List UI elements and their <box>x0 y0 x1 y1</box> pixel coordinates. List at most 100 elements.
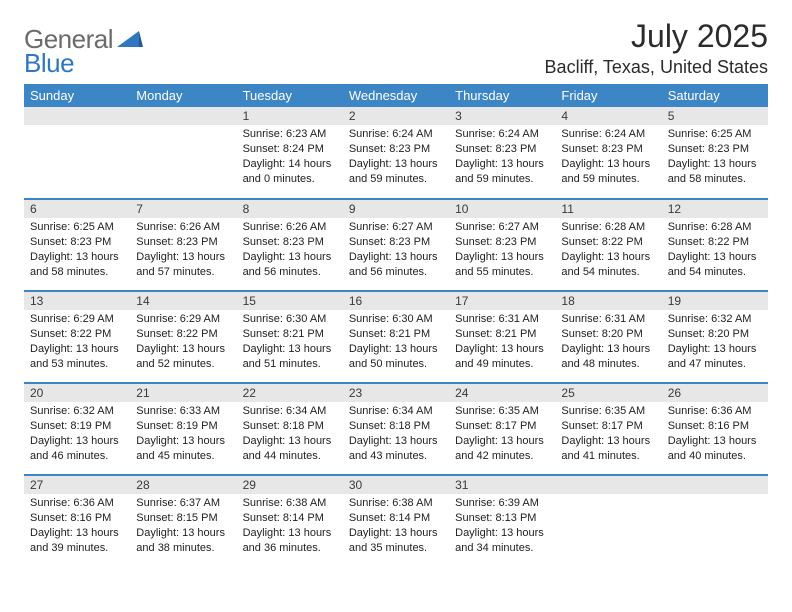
sunset-text: Sunset: 8:19 PM <box>136 419 230 434</box>
sunset-text: Sunset: 8:19 PM <box>30 419 124 434</box>
day-details: Sunrise: 6:35 AMSunset: 8:17 PMDaylight:… <box>449 402 555 467</box>
daylight-text: Daylight: 13 hours and 58 minutes. <box>30 250 124 280</box>
calendar-day-cell <box>130 107 236 199</box>
day-details: Sunrise: 6:23 AMSunset: 8:24 PMDaylight:… <box>237 125 343 190</box>
daylight-text: Daylight: 13 hours and 56 minutes. <box>243 250 337 280</box>
sunrise-text: Sunrise: 6:26 AM <box>136 220 230 235</box>
daylight-text: Daylight: 13 hours and 58 minutes. <box>668 157 762 187</box>
sunset-text: Sunset: 8:23 PM <box>455 142 549 157</box>
sunset-text: Sunset: 8:24 PM <box>243 142 337 157</box>
day-details: Sunrise: 6:24 AMSunset: 8:23 PMDaylight:… <box>555 125 661 190</box>
calendar-week-row: 1Sunrise: 6:23 AMSunset: 8:24 PMDaylight… <box>24 107 768 199</box>
day-number: 1 <box>237 107 343 125</box>
title-block: July 2025 Bacliff, Texas, United States <box>545 18 768 78</box>
day-details: Sunrise: 6:31 AMSunset: 8:20 PMDaylight:… <box>555 310 661 375</box>
sunset-text: Sunset: 8:23 PM <box>243 235 337 250</box>
calendar-day-cell: 10Sunrise: 6:27 AMSunset: 8:23 PMDayligh… <box>449 199 555 291</box>
day-number: 13 <box>24 292 130 310</box>
sunset-text: Sunset: 8:17 PM <box>455 419 549 434</box>
month-title: July 2025 <box>545 18 768 55</box>
sunrise-text: Sunrise: 6:24 AM <box>561 127 655 142</box>
day-number: 31 <box>449 476 555 494</box>
day-number: 3 <box>449 107 555 125</box>
day-details: Sunrise: 6:38 AMSunset: 8:14 PMDaylight:… <box>343 494 449 559</box>
sunset-text: Sunset: 8:17 PM <box>561 419 655 434</box>
sunset-text: Sunset: 8:13 PM <box>455 511 549 526</box>
calendar-week-row: 20Sunrise: 6:32 AMSunset: 8:19 PMDayligh… <box>24 383 768 475</box>
sunset-text: Sunset: 8:23 PM <box>349 142 443 157</box>
daylight-text: Daylight: 13 hours and 43 minutes. <box>349 434 443 464</box>
daylight-text: Daylight: 13 hours and 50 minutes. <box>349 342 443 372</box>
day-number <box>662 476 768 494</box>
day-number: 29 <box>237 476 343 494</box>
calendar-day-cell <box>24 107 130 199</box>
calendar-day-cell: 20Sunrise: 6:32 AMSunset: 8:19 PMDayligh… <box>24 383 130 475</box>
sunrise-text: Sunrise: 6:32 AM <box>30 404 124 419</box>
sunset-text: Sunset: 8:23 PM <box>668 142 762 157</box>
day-number: 23 <box>343 384 449 402</box>
sunrise-text: Sunrise: 6:35 AM <box>455 404 549 419</box>
day-details: Sunrise: 6:29 AMSunset: 8:22 PMDaylight:… <box>130 310 236 375</box>
weekday-header: Thursday <box>449 84 555 107</box>
day-details: Sunrise: 6:34 AMSunset: 8:18 PMDaylight:… <box>237 402 343 467</box>
daylight-text: Daylight: 13 hours and 42 minutes. <box>455 434 549 464</box>
calendar-day-cell: 30Sunrise: 6:38 AMSunset: 8:14 PMDayligh… <box>343 475 449 567</box>
weekday-header: Sunday <box>24 84 130 107</box>
logo-text-blue: Blue <box>24 48 74 78</box>
daylight-text: Daylight: 13 hours and 59 minutes. <box>455 157 549 187</box>
sunset-text: Sunset: 8:18 PM <box>243 419 337 434</box>
daylight-text: Daylight: 13 hours and 34 minutes. <box>455 526 549 556</box>
day-number: 18 <box>555 292 661 310</box>
calendar-week-row: 13Sunrise: 6:29 AMSunset: 8:22 PMDayligh… <box>24 291 768 383</box>
sunrise-text: Sunrise: 6:25 AM <box>668 127 762 142</box>
daylight-text: Daylight: 13 hours and 59 minutes. <box>349 157 443 187</box>
calendar-day-cell: 21Sunrise: 6:33 AMSunset: 8:19 PMDayligh… <box>130 383 236 475</box>
daylight-text: Daylight: 13 hours and 36 minutes. <box>243 526 337 556</box>
sunset-text: Sunset: 8:22 PM <box>561 235 655 250</box>
logo-mark-icon <box>117 27 143 52</box>
sunrise-text: Sunrise: 6:38 AM <box>349 496 443 511</box>
day-details: Sunrise: 6:32 AMSunset: 8:20 PMDaylight:… <box>662 310 768 375</box>
sunset-text: Sunset: 8:23 PM <box>349 235 443 250</box>
day-number <box>130 107 236 125</box>
calendar-day-cell: 4Sunrise: 6:24 AMSunset: 8:23 PMDaylight… <box>555 107 661 199</box>
sunrise-text: Sunrise: 6:27 AM <box>349 220 443 235</box>
day-details: Sunrise: 6:37 AMSunset: 8:15 PMDaylight:… <box>130 494 236 559</box>
day-number: 6 <box>24 200 130 218</box>
daylight-text: Daylight: 13 hours and 52 minutes. <box>136 342 230 372</box>
calendar-day-cell: 28Sunrise: 6:37 AMSunset: 8:15 PMDayligh… <box>130 475 236 567</box>
calendar-day-cell: 23Sunrise: 6:34 AMSunset: 8:18 PMDayligh… <box>343 383 449 475</box>
daylight-text: Daylight: 13 hours and 41 minutes. <box>561 434 655 464</box>
day-number: 11 <box>555 200 661 218</box>
calendar-week-row: 27Sunrise: 6:36 AMSunset: 8:16 PMDayligh… <box>24 475 768 567</box>
calendar-day-cell: 11Sunrise: 6:28 AMSunset: 8:22 PMDayligh… <box>555 199 661 291</box>
day-number: 12 <box>662 200 768 218</box>
weekday-header: Tuesday <box>237 84 343 107</box>
day-details: Sunrise: 6:29 AMSunset: 8:22 PMDaylight:… <box>24 310 130 375</box>
day-details: Sunrise: 6:36 AMSunset: 8:16 PMDaylight:… <box>662 402 768 467</box>
sunset-text: Sunset: 8:21 PM <box>455 327 549 342</box>
sunset-text: Sunset: 8:21 PM <box>349 327 443 342</box>
sunrise-text: Sunrise: 6:33 AM <box>136 404 230 419</box>
daylight-text: Daylight: 13 hours and 55 minutes. <box>455 250 549 280</box>
day-details: Sunrise: 6:35 AMSunset: 8:17 PMDaylight:… <box>555 402 661 467</box>
calendar-table: SundayMondayTuesdayWednesdayThursdayFrid… <box>24 84 768 567</box>
day-details: Sunrise: 6:25 AMSunset: 8:23 PMDaylight:… <box>24 218 130 283</box>
weekday-header: Friday <box>555 84 661 107</box>
sunrise-text: Sunrise: 6:39 AM <box>455 496 549 511</box>
sunrise-text: Sunrise: 6:32 AM <box>668 312 762 327</box>
calendar-day-cell: 3Sunrise: 6:24 AMSunset: 8:23 PMDaylight… <box>449 107 555 199</box>
day-number: 20 <box>24 384 130 402</box>
calendar-page: General July 2025 Bacliff, Texas, United… <box>0 0 792 567</box>
daylight-text: Daylight: 13 hours and 59 minutes. <box>561 157 655 187</box>
day-details: Sunrise: 6:27 AMSunset: 8:23 PMDaylight:… <box>343 218 449 283</box>
day-details: Sunrise: 6:27 AMSunset: 8:23 PMDaylight:… <box>449 218 555 283</box>
calendar-day-cell: 6Sunrise: 6:25 AMSunset: 8:23 PMDaylight… <box>24 199 130 291</box>
day-number <box>24 107 130 125</box>
day-number: 15 <box>237 292 343 310</box>
calendar-day-cell: 8Sunrise: 6:26 AMSunset: 8:23 PMDaylight… <box>237 199 343 291</box>
calendar-day-cell: 14Sunrise: 6:29 AMSunset: 8:22 PMDayligh… <box>130 291 236 383</box>
page-header: General July 2025 Bacliff, Texas, United… <box>24 18 768 78</box>
sunrise-text: Sunrise: 6:31 AM <box>455 312 549 327</box>
day-details: Sunrise: 6:31 AMSunset: 8:21 PMDaylight:… <box>449 310 555 375</box>
